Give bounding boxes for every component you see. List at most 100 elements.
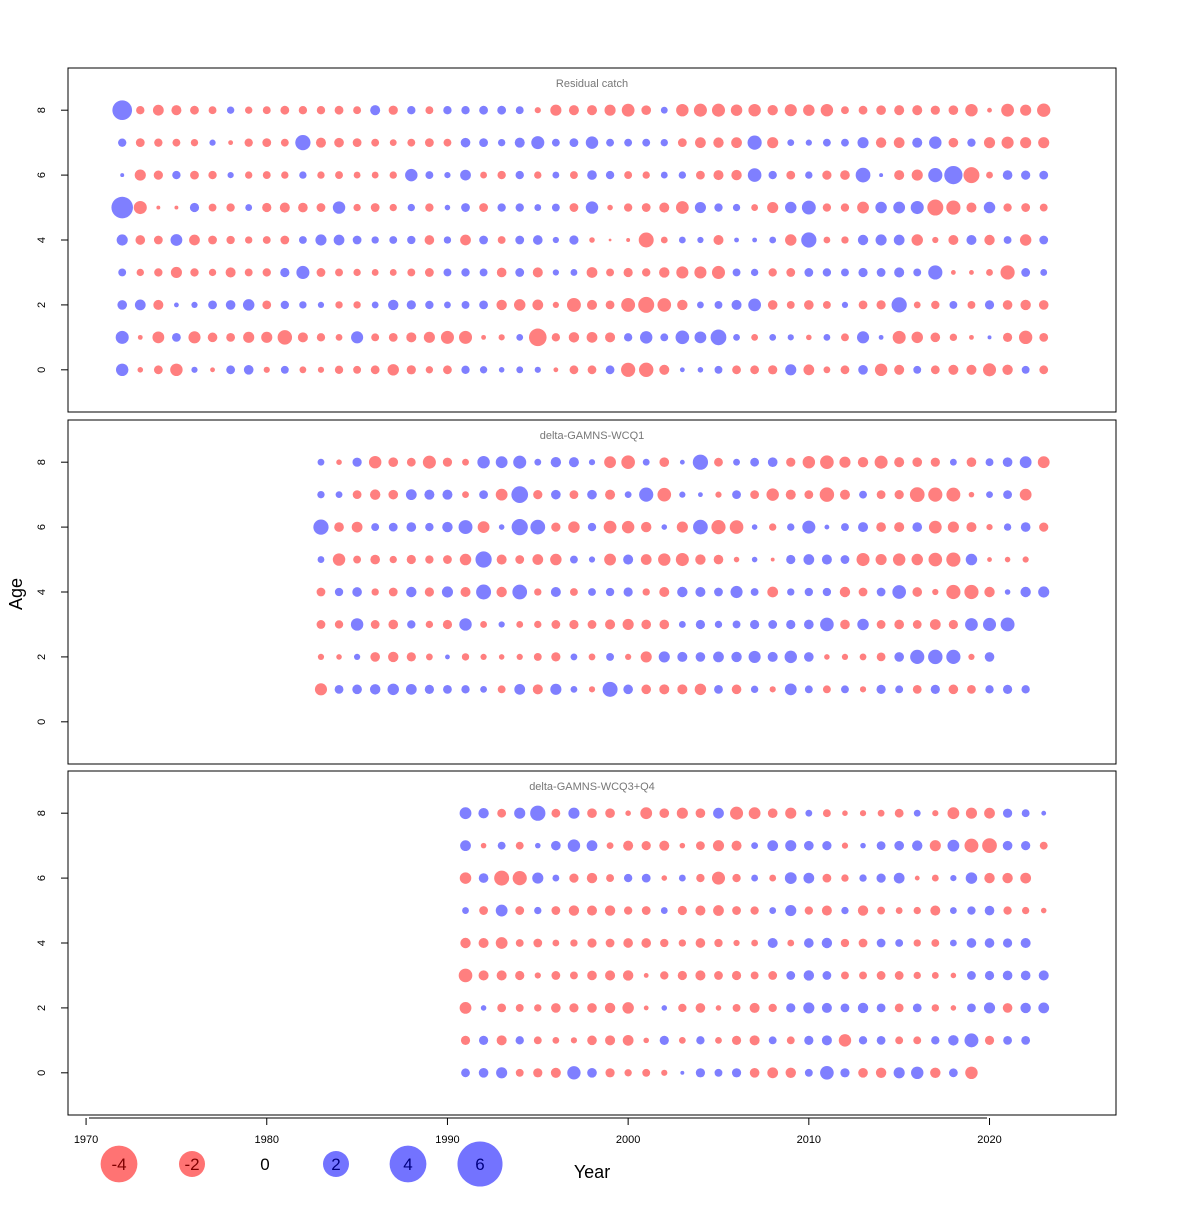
residual-bubble xyxy=(569,490,579,500)
residual-bubble xyxy=(639,331,653,344)
residual-bubble xyxy=(444,301,451,309)
residual-bubble xyxy=(748,807,761,820)
residual-bubble xyxy=(878,334,884,340)
residual-bubble xyxy=(841,138,849,147)
residual-bubble xyxy=(296,265,310,279)
residual-bubble xyxy=(893,137,905,149)
residual-bubble xyxy=(353,106,362,115)
residual-bubble xyxy=(513,299,526,311)
residual-bubble xyxy=(116,234,128,246)
residual-bubble xyxy=(679,491,686,498)
residual-bubble xyxy=(803,364,815,376)
residual-bubble xyxy=(622,618,634,631)
residual-bubble xyxy=(315,137,326,148)
residual-bubble xyxy=(750,685,759,694)
residual-bubble xyxy=(352,138,362,148)
x-tick-label: 2020 xyxy=(977,1134,1001,1146)
residual-bubble xyxy=(913,365,922,374)
residual-bubble xyxy=(515,1036,524,1045)
residual-bubble xyxy=(477,455,490,469)
residual-bubble xyxy=(604,553,616,566)
residual-bubble xyxy=(334,522,344,532)
residual-bubble xyxy=(876,105,886,116)
residual-bubble xyxy=(841,268,849,277)
residual-bubble xyxy=(134,299,146,311)
residual-bubble xyxy=(368,455,382,469)
legend-bubble xyxy=(178,1150,206,1178)
residual-bubble xyxy=(551,906,561,915)
residual-bubble xyxy=(1002,1003,1013,1013)
residual-bubble xyxy=(353,203,361,212)
residual-bubble xyxy=(984,872,995,884)
residual-bubble xyxy=(245,106,253,114)
residual-bubble xyxy=(693,519,708,535)
residual-bubble xyxy=(460,586,471,598)
residual-bubble xyxy=(1020,104,1032,116)
residual-bubble xyxy=(732,906,741,915)
residual-bubble xyxy=(568,521,580,533)
residual-bubble xyxy=(948,619,958,630)
residual-bubble xyxy=(876,620,886,629)
residual-bubble xyxy=(479,138,488,148)
residual-bubble xyxy=(316,333,326,342)
residual-bubble xyxy=(804,300,814,310)
residual-bubble xyxy=(787,523,795,531)
residual-bubble xyxy=(623,333,633,342)
residual-bubble xyxy=(859,686,867,693)
residual-bubble xyxy=(552,874,560,882)
residual-bubble xyxy=(333,234,345,246)
residual-bubble xyxy=(930,1067,941,1079)
residual-bubble xyxy=(911,1066,924,1080)
residual-bubble xyxy=(280,105,290,115)
residual-bubble xyxy=(912,105,923,116)
residual-bubble xyxy=(874,455,888,469)
y-tick-label: 2 xyxy=(36,654,48,660)
residual-bubble xyxy=(568,905,580,916)
residual-bubble xyxy=(748,650,761,663)
residual-bubble xyxy=(461,300,470,309)
residual-bubble xyxy=(153,235,163,245)
residual-bubble xyxy=(822,300,831,309)
residual-bubble xyxy=(695,938,706,948)
residual-bubble xyxy=(767,104,778,116)
residual-bubble xyxy=(244,268,253,277)
residual-bubble xyxy=(696,170,705,180)
residual-bubble xyxy=(893,872,905,884)
residual-bubble xyxy=(928,487,943,502)
residual-bubble xyxy=(822,809,831,818)
residual-bubble xyxy=(876,971,886,980)
residual-bubble xyxy=(569,171,578,180)
residual-bubble xyxy=(694,331,707,344)
residual-bubble xyxy=(804,652,814,662)
residual-bubble xyxy=(930,105,940,115)
residual-bubble xyxy=(676,103,689,117)
residual-bubble xyxy=(605,170,615,180)
residual-bubble xyxy=(1002,808,1013,818)
residual-bubble xyxy=(913,268,922,277)
x-tick-label: 1970 xyxy=(74,1134,98,1146)
residual-bubble xyxy=(714,203,723,212)
residual-bubble xyxy=(496,299,507,311)
residual-bubble xyxy=(892,330,906,344)
residual-bubble xyxy=(462,491,469,499)
residual-bubble xyxy=(640,807,653,820)
residual-bubble xyxy=(111,196,133,219)
residual-bubble xyxy=(767,840,779,852)
residual-bubble xyxy=(858,105,868,115)
residual-bubble xyxy=(443,365,452,375)
residual-bubble xyxy=(947,807,960,820)
residual-bubble xyxy=(967,138,976,147)
residual-bubble xyxy=(154,268,163,277)
residual-bubble xyxy=(172,138,181,147)
residual-bubble xyxy=(495,937,508,949)
residual-bubble xyxy=(639,487,654,502)
panel-title: delta-GAMNS-WCQ1 xyxy=(540,430,645,442)
residual-bubble xyxy=(876,873,886,883)
residual-bubble xyxy=(317,301,325,309)
residual-bubble xyxy=(262,202,272,213)
residual-bubble xyxy=(153,365,163,375)
residual-bubble xyxy=(661,524,668,530)
residual-bubble xyxy=(642,171,650,179)
residual-bubble xyxy=(1038,970,1049,981)
residual-bubble xyxy=(425,366,434,374)
